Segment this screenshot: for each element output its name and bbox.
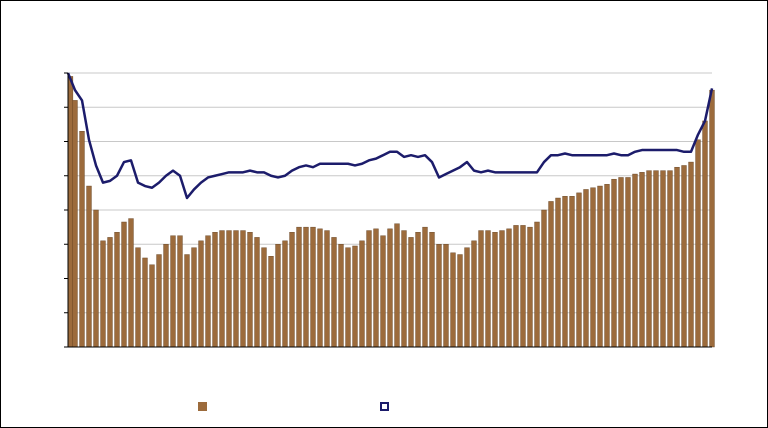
bar bbox=[597, 185, 603, 348]
bar bbox=[289, 232, 295, 348]
bar bbox=[429, 232, 435, 348]
bar bbox=[163, 244, 169, 348]
bar bbox=[394, 223, 400, 348]
bar bbox=[478, 230, 484, 348]
bar bbox=[317, 228, 323, 348]
bar bbox=[408, 237, 414, 348]
bar bbox=[380, 235, 386, 348]
bar bbox=[688, 161, 694, 348]
bar bbox=[142, 257, 148, 348]
bar bbox=[121, 221, 127, 348]
bar bbox=[569, 196, 575, 348]
bar bbox=[107, 237, 113, 348]
bar bbox=[702, 120, 708, 348]
bar bbox=[156, 254, 162, 348]
bar bbox=[709, 89, 715, 348]
bar bbox=[128, 218, 134, 348]
bar bbox=[86, 185, 92, 348]
bar bbox=[254, 237, 260, 348]
bar bbox=[310, 226, 316, 348]
bar bbox=[261, 247, 267, 348]
bar bbox=[100, 240, 106, 348]
bar bbox=[443, 244, 449, 348]
bar bbox=[611, 178, 617, 348]
bar bbox=[345, 247, 351, 348]
bar bbox=[506, 228, 512, 348]
bar bbox=[534, 221, 540, 348]
bar bbox=[135, 247, 141, 348]
bar bbox=[275, 244, 281, 348]
bar bbox=[268, 256, 274, 348]
bar bbox=[191, 247, 197, 348]
bar bbox=[67, 76, 74, 348]
bar bbox=[492, 232, 498, 348]
bar bbox=[387, 228, 393, 348]
bar bbox=[639, 172, 645, 348]
bar bbox=[401, 230, 407, 348]
bar bbox=[219, 230, 225, 348]
bar bbox=[674, 166, 680, 348]
bar bbox=[625, 177, 631, 348]
bar bbox=[352, 245, 358, 348]
line bbox=[66, 72, 714, 200]
bar bbox=[513, 225, 519, 348]
bar bbox=[681, 165, 687, 348]
legend-swatch bbox=[380, 402, 389, 411]
bar bbox=[583, 189, 589, 348]
bar bbox=[646, 170, 652, 348]
bar bbox=[170, 235, 176, 348]
bar bbox=[149, 264, 155, 348]
bar bbox=[541, 209, 547, 348]
bar bbox=[548, 201, 554, 348]
bar bbox=[653, 170, 659, 348]
bar bbox=[604, 184, 610, 348]
bar bbox=[226, 230, 232, 348]
bar bbox=[555, 197, 561, 348]
bar bbox=[72, 100, 78, 348]
bar bbox=[359, 240, 365, 348]
bar bbox=[590, 187, 596, 348]
bar bbox=[485, 230, 491, 348]
bar bbox=[184, 254, 190, 348]
bar bbox=[282, 240, 288, 348]
bar bbox=[667, 170, 673, 348]
bar bbox=[247, 232, 253, 348]
bar bbox=[415, 232, 421, 348]
bar bbox=[562, 196, 568, 348]
bar bbox=[303, 226, 309, 348]
bar bbox=[93, 209, 99, 348]
bar bbox=[422, 226, 428, 348]
bar bbox=[240, 230, 246, 348]
bar bbox=[436, 244, 442, 348]
bar bbox=[373, 228, 379, 348]
bar bbox=[79, 131, 85, 348]
bar bbox=[527, 226, 533, 348]
bar bbox=[205, 235, 211, 348]
bar bbox=[632, 173, 638, 348]
bar bbox=[331, 237, 337, 348]
bar bbox=[695, 139, 701, 348]
bar bbox=[618, 177, 624, 348]
bar bbox=[198, 240, 204, 348]
bar bbox=[212, 232, 218, 348]
bar bbox=[366, 230, 372, 348]
bar bbox=[660, 170, 666, 348]
bar bbox=[450, 252, 456, 348]
bar bbox=[177, 235, 183, 348]
bar bbox=[457, 254, 463, 348]
legend-swatch bbox=[198, 402, 207, 411]
bar bbox=[338, 244, 344, 348]
bar bbox=[499, 230, 505, 348]
bar bbox=[324, 230, 330, 348]
bar bbox=[233, 230, 239, 348]
bar bbox=[114, 232, 120, 348]
bar bbox=[464, 247, 470, 348]
bar bbox=[296, 226, 302, 348]
bar bbox=[471, 240, 477, 348]
bar bbox=[520, 225, 526, 348]
bar bbox=[576, 192, 582, 348]
